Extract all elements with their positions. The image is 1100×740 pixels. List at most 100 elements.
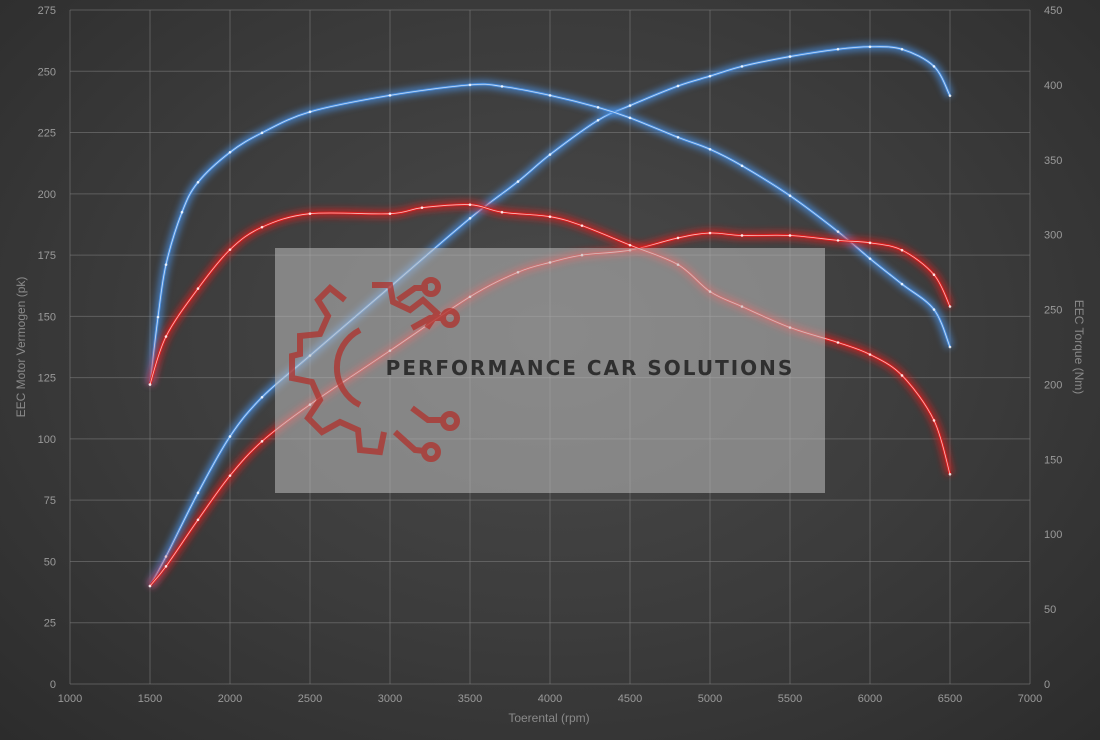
data-point	[148, 383, 152, 386]
y2-tick-label: 0	[1044, 679, 1050, 691]
data-point	[164, 555, 168, 558]
y-tick-label: 125	[38, 373, 56, 385]
data-point	[548, 94, 552, 97]
y-axis-ticks: 0 25 50 75 100 125 150 175 200 225 250 275	[38, 5, 56, 691]
data-point	[180, 210, 184, 214]
y-tick-label: 275	[38, 5, 56, 17]
data-point	[948, 94, 952, 98]
y2-tick-label: 450	[1044, 5, 1062, 17]
data-point	[468, 217, 472, 220]
data-point	[932, 308, 936, 311]
y-tick-label: 75	[44, 495, 56, 507]
data-point	[308, 212, 312, 215]
y2-tick-label: 350	[1044, 155, 1062, 167]
x-tick-label: 4500	[618, 693, 642, 705]
data-point	[580, 224, 584, 227]
data-point	[196, 287, 200, 290]
y2-tick-label: 100	[1044, 529, 1062, 541]
x-tick-label: 6000	[858, 693, 882, 705]
data-point	[868, 45, 872, 49]
data-point	[468, 83, 472, 87]
data-point	[196, 180, 200, 184]
data-point	[932, 273, 936, 276]
data-point	[500, 85, 504, 88]
x-tick-label: 2000	[218, 693, 242, 705]
x-tick-label: 6500	[938, 693, 962, 705]
x-tick-label: 1000	[58, 693, 82, 705]
data-point	[628, 243, 632, 247]
data-point	[788, 234, 792, 237]
data-point	[388, 94, 392, 97]
data-point	[228, 435, 232, 438]
data-point	[788, 55, 792, 58]
x-tick-label: 7000	[1018, 693, 1042, 705]
data-point	[196, 518, 200, 522]
data-point	[420, 206, 424, 210]
data-point	[596, 118, 600, 122]
y-tick-label: 25	[44, 618, 56, 630]
data-point	[500, 210, 504, 214]
data-point	[900, 47, 904, 51]
x-tick-label: 2500	[298, 693, 322, 705]
series-highlight	[149, 204, 951, 475]
data-point	[260, 225, 264, 229]
series-layer	[146, 42, 954, 589]
x-tick-label: 3000	[378, 693, 402, 705]
data-point	[740, 65, 744, 68]
y2-tick-label: 50	[1044, 604, 1056, 616]
y2-axis-ticks: 0 50 100 150 200 250 300 350 400 450	[1044, 5, 1062, 691]
data-point	[228, 248, 232, 251]
data-point	[596, 106, 600, 109]
data-point	[628, 104, 632, 107]
data-point	[676, 136, 680, 139]
x-tick-label: 3500	[458, 693, 482, 705]
gear-circuit-logo-icon	[289, 277, 460, 462]
y2-tick-label: 200	[1044, 379, 1062, 391]
y-tick-label: 100	[38, 434, 56, 446]
data-point	[900, 374, 904, 377]
data-point	[388, 212, 392, 215]
data-point	[260, 440, 264, 443]
data-point	[948, 305, 952, 308]
x-tick-label: 4000	[538, 693, 562, 705]
data-point	[164, 565, 168, 568]
data-point	[468, 203, 472, 207]
data-point	[740, 234, 744, 237]
data-point	[164, 263, 168, 266]
y2-tick-label: 150	[1044, 454, 1062, 466]
y-tick-label: 0	[50, 679, 56, 691]
y2-tick-label: 250	[1044, 305, 1062, 317]
x-tick-label: 5500	[778, 693, 802, 705]
data-point	[676, 236, 680, 240]
data-point	[708, 74, 712, 78]
x-axis-ticks: 1000 1500 2000 2500 3000 3500 4000 4500 5000 5500…	[58, 693, 1042, 705]
x-axis-title: Toerental (rpm)	[508, 711, 589, 725]
data-point	[548, 153, 552, 156]
data-point	[788, 194, 792, 198]
data-point	[628, 116, 632, 120]
y2-tick-label: 300	[1044, 230, 1062, 242]
data-point	[836, 230, 840, 233]
data-point	[836, 341, 840, 344]
data-point	[948, 473, 952, 476]
series-3	[146, 200, 954, 476]
data-point	[228, 150, 232, 154]
data-point	[156, 315, 160, 319]
watermark: PERFORMANCE CAR SOLUTIONS	[275, 248, 825, 493]
data-point	[308, 110, 312, 114]
data-point	[868, 257, 872, 260]
data-point	[932, 65, 936, 68]
data-point	[708, 147, 712, 151]
data-point	[676, 84, 680, 88]
series-0	[146, 42, 954, 588]
x-tick-label: 5000	[698, 693, 722, 705]
data-point	[196, 491, 200, 495]
data-point	[868, 353, 872, 356]
data-point	[548, 215, 552, 218]
x-tick-label: 1500	[138, 693, 162, 705]
series-highlight	[149, 46, 951, 587]
y2-tick-label: 400	[1044, 80, 1062, 92]
data-point	[836, 47, 840, 51]
y-tick-label: 225	[38, 128, 56, 140]
